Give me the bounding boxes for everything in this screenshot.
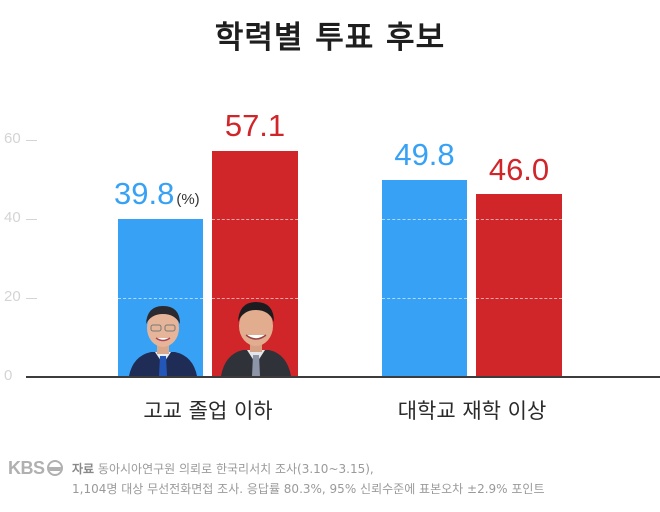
bar-group1-blue: [118, 219, 203, 376]
source-line-1: 자료 동아시아연구원 의뢰로 한국리서치 조사(3.10~3.15),: [72, 462, 374, 476]
y-tick-0: 0: [4, 367, 13, 384]
bar-group2-red: [476, 194, 562, 376]
kbs-logo-icon: [46, 460, 63, 476]
y-tick-20: 20: [4, 288, 21, 305]
y-tick-mark-20: [26, 298, 37, 299]
y-tick-mark-40: [26, 219, 37, 220]
value-label-group2-blue: 49.8: [394, 137, 455, 172]
source-line-2: 1,104명 대상 무선전화면접 조사. 응답률 80.3%, 95% 신뢰수준…: [72, 482, 545, 496]
value-label-group2-red: 46.0: [488, 152, 550, 187]
x-axis-baseline: [26, 376, 660, 378]
category-label-group1: 고교 졸업 이하: [143, 399, 273, 423]
candidate-photo-blue: [129, 306, 197, 376]
y-tick-60: 60: [4, 130, 21, 147]
category-label-group2: 대학교 재학 이상: [397, 399, 547, 423]
candidate-photo-red: [221, 302, 291, 376]
gridline-20: [118, 298, 203, 299]
kbs-logo: KBS: [8, 458, 63, 479]
source-note: 자료 동아시아연구원 의뢰로 한국리서치 조사(3.10~3.15), 1,10…: [72, 459, 545, 499]
chart-title: 학력별 투표 후보: [214, 20, 446, 56]
bar-group1-red: [212, 151, 298, 376]
gridline-20: [476, 298, 562, 299]
source-label: 자료: [72, 462, 95, 476]
y-tick-40: 40: [4, 209, 21, 226]
gridline-40: [382, 219, 467, 220]
value-label-group1-blue: 39.8 (%): [114, 176, 200, 211]
unit-label: (%): [176, 191, 200, 208]
gridline-20: [382, 298, 467, 299]
gridline-40: [476, 219, 562, 220]
gridline-40: [212, 219, 298, 220]
bar-group2-blue: [382, 180, 467, 376]
gridline-20: [212, 298, 298, 299]
value-label-group1-red: 57.1: [224, 108, 286, 143]
y-tick-mark-60: [26, 140, 37, 141]
